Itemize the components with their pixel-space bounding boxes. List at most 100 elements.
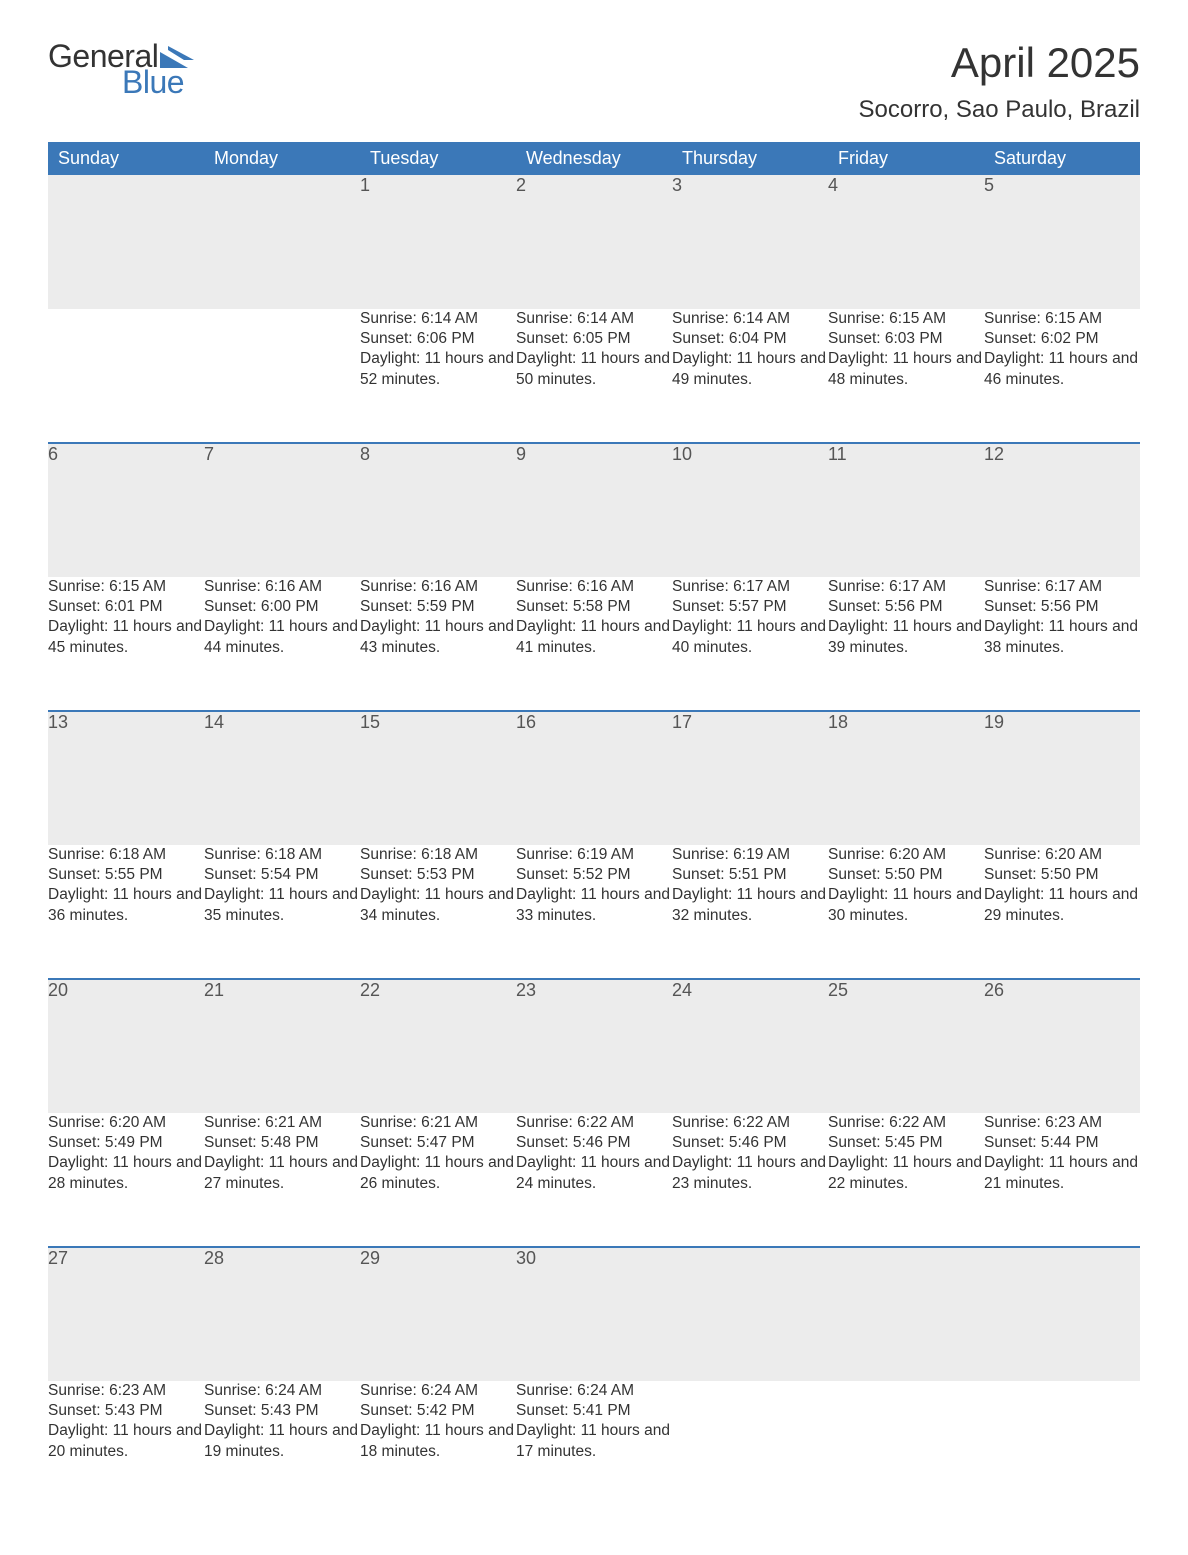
day-cell: Sunrise: 6:21 AMSunset: 5:47 PMDaylight:…	[360, 1113, 516, 1247]
daylight-text: Daylight: 11 hours and 36 minutes.	[48, 885, 204, 925]
sunrise-text: Sunrise: 6:24 AM	[516, 1381, 672, 1401]
sunrise-text: Sunrise: 6:15 AM	[48, 577, 204, 597]
daylight-text: Daylight: 11 hours and 32 minutes.	[672, 885, 828, 925]
day-number: 22	[360, 979, 516, 1113]
daylight-text: Daylight: 11 hours and 52 minutes.	[360, 349, 516, 389]
sunset-text: Sunset: 6:02 PM	[984, 329, 1140, 349]
day-cell: Sunrise: 6:15 AMSunset: 6:01 PMDaylight:…	[48, 577, 204, 711]
day-number: 12	[984, 443, 1140, 577]
day-cell	[828, 1381, 984, 1515]
sunset-text: Sunset: 6:06 PM	[360, 329, 516, 349]
daylight-text: Daylight: 11 hours and 44 minutes.	[204, 617, 360, 657]
day-cell: Sunrise: 6:14 AMSunset: 6:06 PMDaylight:…	[360, 309, 516, 443]
day-number: 6	[48, 443, 204, 577]
week-row: Sunrise: 6:18 AMSunset: 5:55 PMDaylight:…	[48, 845, 1140, 979]
week-row: Sunrise: 6:14 AMSunset: 6:06 PMDaylight:…	[48, 309, 1140, 443]
sunrise-text: Sunrise: 6:14 AM	[516, 309, 672, 329]
page-header: General Blue April 2025 Socorro, Sao Pau…	[48, 40, 1140, 124]
day-cell: Sunrise: 6:14 AMSunset: 6:05 PMDaylight:…	[516, 309, 672, 443]
logo: General Blue	[48, 40, 194, 98]
day-cell: Sunrise: 6:19 AMSunset: 5:52 PMDaylight:…	[516, 845, 672, 979]
day-cell: Sunrise: 6:15 AMSunset: 6:03 PMDaylight:…	[828, 309, 984, 443]
weekday-header: Monday	[204, 142, 360, 175]
daylight-text: Daylight: 11 hours and 24 minutes.	[516, 1153, 672, 1193]
sunrise-text: Sunrise: 6:14 AM	[672, 309, 828, 329]
sunrise-text: Sunrise: 6:24 AM	[204, 1381, 360, 1401]
sunrise-text: Sunrise: 6:15 AM	[984, 309, 1140, 329]
day-cell	[984, 1381, 1140, 1515]
sunrise-text: Sunrise: 6:17 AM	[984, 577, 1140, 597]
day-number: 5	[984, 175, 1140, 309]
daylight-text: Daylight: 11 hours and 40 minutes.	[672, 617, 828, 657]
day-number: 25	[828, 979, 984, 1113]
sunrise-text: Sunrise: 6:14 AM	[360, 309, 516, 329]
sunrise-text: Sunrise: 6:17 AM	[828, 577, 984, 597]
week-row: Sunrise: 6:15 AMSunset: 6:01 PMDaylight:…	[48, 577, 1140, 711]
sunrise-text: Sunrise: 6:16 AM	[204, 577, 360, 597]
sunset-text: Sunset: 5:46 PM	[516, 1133, 672, 1153]
day-cell: Sunrise: 6:17 AMSunset: 5:56 PMDaylight:…	[828, 577, 984, 711]
day-number: 26	[984, 979, 1140, 1113]
week-row: Sunrise: 6:23 AMSunset: 5:43 PMDaylight:…	[48, 1381, 1140, 1515]
sunset-text: Sunset: 5:57 PM	[672, 597, 828, 617]
weekday-header: Friday	[828, 142, 984, 175]
daylight-text: Daylight: 11 hours and 19 minutes.	[204, 1421, 360, 1461]
day-cell: Sunrise: 6:19 AMSunset: 5:51 PMDaylight:…	[672, 845, 828, 979]
sunrise-text: Sunrise: 6:20 AM	[984, 845, 1140, 865]
sunset-text: Sunset: 5:47 PM	[360, 1133, 516, 1153]
sunset-text: Sunset: 6:03 PM	[828, 329, 984, 349]
sunset-text: Sunset: 5:42 PM	[360, 1401, 516, 1421]
calendar-table: Sunday Monday Tuesday Wednesday Thursday…	[48, 142, 1140, 1515]
sunrise-text: Sunrise: 6:22 AM	[516, 1113, 672, 1133]
day-cell: Sunrise: 6:20 AMSunset: 5:49 PMDaylight:…	[48, 1113, 204, 1247]
daylight-text: Daylight: 11 hours and 43 minutes.	[360, 617, 516, 657]
sunrise-text: Sunrise: 6:18 AM	[204, 845, 360, 865]
day-number: 15	[360, 711, 516, 845]
daylight-text: Daylight: 11 hours and 35 minutes.	[204, 885, 360, 925]
daylight-text: Daylight: 11 hours and 39 minutes.	[828, 617, 984, 657]
sunrise-text: Sunrise: 6:19 AM	[516, 845, 672, 865]
sunset-text: Sunset: 5:54 PM	[204, 865, 360, 885]
daylight-text: Daylight: 11 hours and 41 minutes.	[516, 617, 672, 657]
sunrise-text: Sunrise: 6:15 AM	[828, 309, 984, 329]
day-cell: Sunrise: 6:22 AMSunset: 5:45 PMDaylight:…	[828, 1113, 984, 1247]
sunset-text: Sunset: 6:01 PM	[48, 597, 204, 617]
weekday-header: Sunday	[48, 142, 204, 175]
daylight-text: Daylight: 11 hours and 26 minutes.	[360, 1153, 516, 1193]
daynum-row: 13141516171819	[48, 711, 1140, 845]
day-cell: Sunrise: 6:23 AMSunset: 5:44 PMDaylight:…	[984, 1113, 1140, 1247]
day-cell	[48, 309, 204, 443]
daylight-text: Daylight: 11 hours and 30 minutes.	[828, 885, 984, 925]
sunrise-text: Sunrise: 6:22 AM	[672, 1113, 828, 1133]
day-number: 3	[672, 175, 828, 309]
daylight-text: Daylight: 11 hours and 45 minutes.	[48, 617, 204, 657]
sunset-text: Sunset: 5:55 PM	[48, 865, 204, 885]
day-cell: Sunrise: 6:24 AMSunset: 5:43 PMDaylight:…	[204, 1381, 360, 1515]
day-cell: Sunrise: 6:16 AMSunset: 5:58 PMDaylight:…	[516, 577, 672, 711]
weekday-header: Saturday	[984, 142, 1140, 175]
sunrise-text: Sunrise: 6:22 AM	[828, 1113, 984, 1133]
sunset-text: Sunset: 6:00 PM	[204, 597, 360, 617]
day-number: 13	[48, 711, 204, 845]
sunrise-text: Sunrise: 6:18 AM	[360, 845, 516, 865]
day-cell: Sunrise: 6:17 AMSunset: 5:57 PMDaylight:…	[672, 577, 828, 711]
sunset-text: Sunset: 5:43 PM	[48, 1401, 204, 1421]
daylight-text: Daylight: 11 hours and 23 minutes.	[672, 1153, 828, 1193]
daynum-row: 6789101112	[48, 443, 1140, 577]
day-number: 14	[204, 711, 360, 845]
day-cell: Sunrise: 6:21 AMSunset: 5:48 PMDaylight:…	[204, 1113, 360, 1247]
day-number: 8	[360, 443, 516, 577]
day-number: 1	[360, 175, 516, 309]
day-cell	[204, 309, 360, 443]
sunrise-text: Sunrise: 6:21 AM	[204, 1113, 360, 1133]
day-number	[672, 1247, 828, 1381]
sunset-text: Sunset: 5:44 PM	[984, 1133, 1140, 1153]
day-cell	[672, 1381, 828, 1515]
day-number: 17	[672, 711, 828, 845]
sunrise-text: Sunrise: 6:16 AM	[360, 577, 516, 597]
daylight-text: Daylight: 11 hours and 34 minutes.	[360, 885, 516, 925]
daylight-text: Daylight: 11 hours and 29 minutes.	[984, 885, 1140, 925]
sunset-text: Sunset: 5:58 PM	[516, 597, 672, 617]
weekday-header: Thursday	[672, 142, 828, 175]
sunrise-text: Sunrise: 6:24 AM	[360, 1381, 516, 1401]
